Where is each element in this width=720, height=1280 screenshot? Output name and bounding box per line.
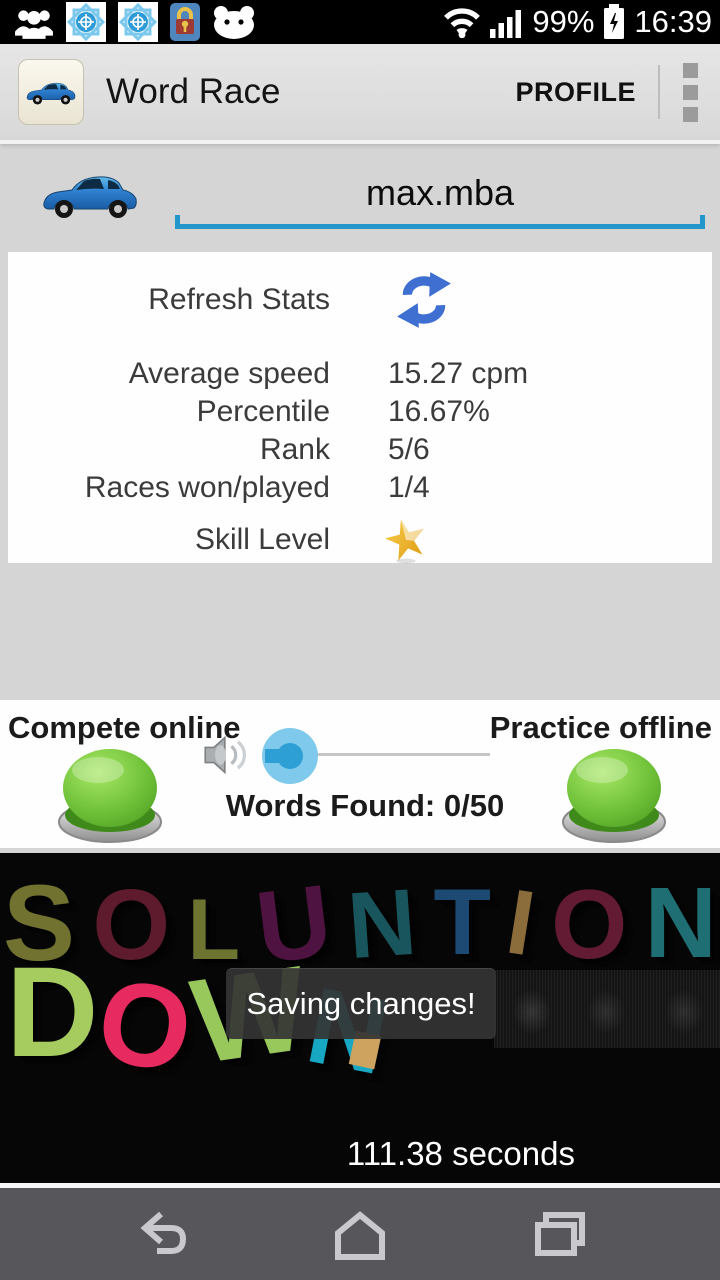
stat-row: Percentile 16.67%	[8, 393, 712, 431]
game-letter: O	[551, 869, 628, 979]
game-letter: L	[187, 882, 241, 978]
stat-row: Races won/played 1/4	[8, 469, 712, 507]
game-letter: N	[644, 867, 717, 979]
battery-icon	[604, 4, 625, 39]
recents-button[interactable]	[500, 1188, 620, 1280]
refresh-icon[interactable]	[395, 270, 453, 330]
notification-icons	[0, 2, 256, 42]
navigation-bar	[0, 1188, 720, 1280]
player-car-image	[43, 176, 137, 218]
game-letter: D	[6, 941, 99, 1084]
page-title: Word Race	[106, 72, 281, 111]
wifi-icon	[444, 8, 481, 38]
recents-icon	[535, 1212, 585, 1256]
status-bar: 99% 16:39	[0, 0, 720, 44]
play-panel: Compete online Practice offline Words Fo…	[0, 700, 720, 848]
volume-slider-thumb[interactable]	[265, 743, 303, 769]
content-bottom-edge	[0, 1183, 720, 1188]
battery-percent: 99%	[532, 4, 595, 39]
profile-button[interactable]: PROFILE	[515, 76, 636, 107]
lock-notification-icon	[170, 3, 200, 41]
overflow-menu-icon[interactable]	[660, 44, 720, 140]
back-button[interactable]	[100, 1188, 220, 1280]
action-bar: Word Race PROFILE	[0, 44, 720, 142]
clock: 16:39	[634, 4, 712, 39]
letters-row-1: S O L U N T I O N	[0, 862, 720, 985]
stat-label: Races won/played	[84, 471, 330, 504]
username-input[interactable]: max.mba	[175, 166, 705, 229]
stat-row: Average speed 15.27 cpm	[8, 355, 712, 393]
stats-panel: Refresh Stats Average speed 15.27 cpm Pe…	[8, 252, 712, 564]
game-letter: O	[92, 869, 171, 981]
app-update-notification-icon	[66, 2, 106, 42]
game-preview-area: S O L U N T I O N D O W N Saving changes…	[0, 853, 720, 1183]
practice-offline-label: Practice offline	[489, 710, 712, 745]
car-app-icon	[26, 82, 76, 105]
app-update-notification-icon-2	[118, 2, 158, 42]
action-bar-edge-highlight	[0, 140, 720, 144]
stat-value: 5/6	[388, 433, 430, 466]
compete-online-label: Compete online	[8, 710, 241, 745]
game-letter: T	[433, 869, 491, 974]
words-found-status: Words Found: 0/50	[225, 788, 505, 823]
home-button[interactable]	[300, 1188, 420, 1280]
speaker-icon[interactable]	[202, 730, 252, 780]
stat-row: Rank 5/6	[8, 431, 712, 469]
skill-star-icon	[385, 519, 424, 564]
stat-label: Percentile	[196, 395, 330, 428]
toast-message: Saving changes!	[226, 968, 496, 1039]
compete-online-button[interactable]	[54, 742, 166, 844]
race-timer: 111.38 seconds	[346, 1135, 575, 1172]
app-icon	[18, 59, 84, 125]
volume-slider-halo	[262, 728, 318, 784]
stat-label: Average speed	[128, 357, 330, 390]
skill-level-label: Skill Level	[194, 523, 330, 556]
group-notification-icon	[15, 10, 53, 39]
refresh-stats-label: Refresh Stats	[148, 283, 330, 316]
wood-texture-strip	[494, 970, 720, 1048]
stat-label: Rank	[259, 433, 330, 466]
stat-value: 15.27 cpm	[388, 357, 529, 390]
action-bar-divider	[658, 65, 660, 119]
home-icon	[335, 1211, 385, 1260]
game-letter: O	[89, 953, 201, 1099]
back-icon	[140, 1211, 187, 1254]
signal-strength-icon	[490, 10, 522, 38]
game-letter: I	[500, 870, 542, 976]
letters-row-2: D O W N	[6, 941, 398, 1099]
practice-offline-button[interactable]	[558, 742, 670, 844]
stat-value: 16.67%	[388, 395, 490, 428]
stat-value: 1/4	[388, 471, 430, 504]
volume-slider-track[interactable]	[305, 753, 490, 756]
android-notification-icon	[214, 6, 254, 39]
game-letter: S	[3, 862, 76, 983]
